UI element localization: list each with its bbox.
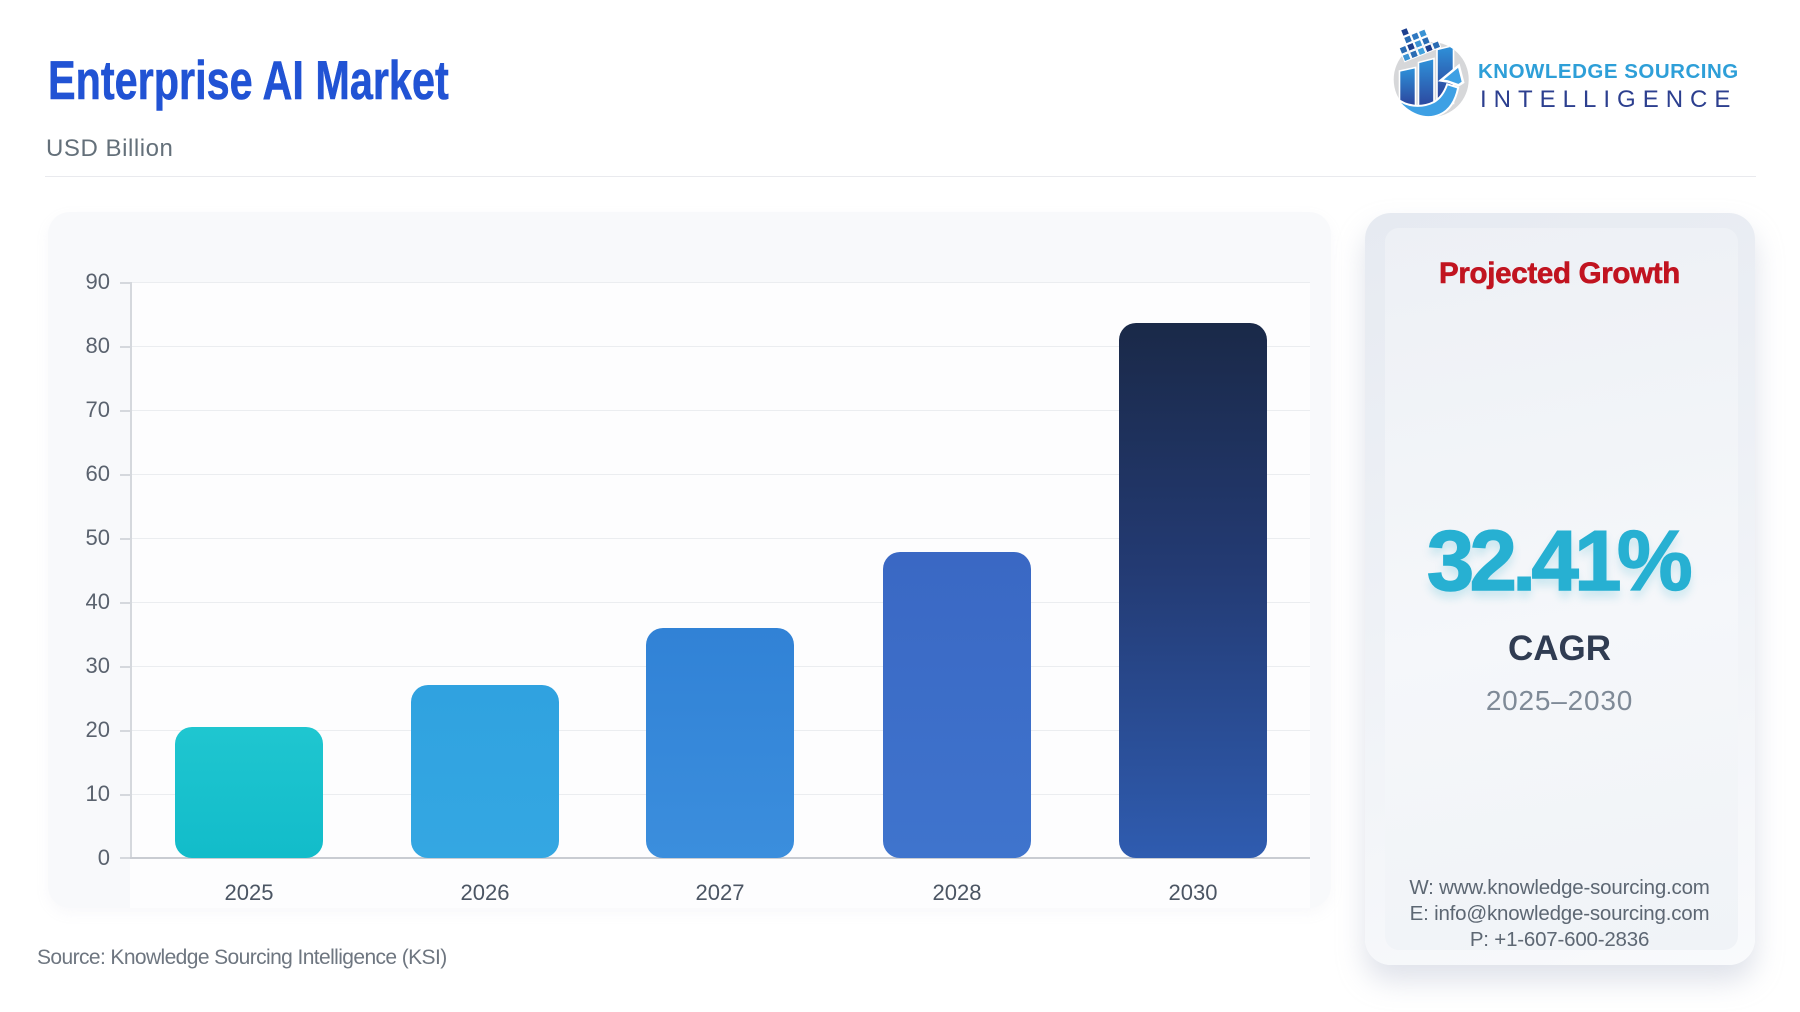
svg-text:INTELLIGENCE: INTELLIGENCE <box>1480 86 1737 113</box>
svg-text:KNOWLEDGE SOURCING: KNOWLEDGE SOURCING <box>1478 60 1739 83</box>
